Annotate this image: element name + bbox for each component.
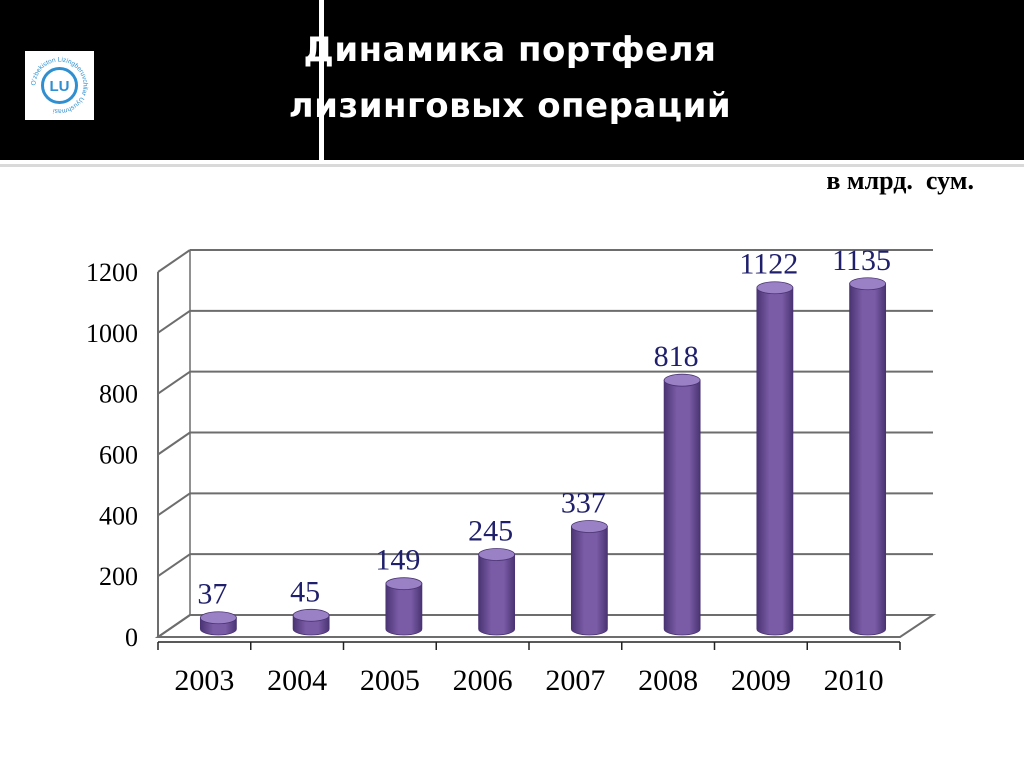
- bar: [199, 611, 237, 636]
- data-label: 149: [375, 544, 420, 577]
- y-tick-label: 800: [99, 380, 138, 409]
- x-tick-label: 2004: [267, 664, 327, 697]
- data-label: 1135: [832, 244, 891, 277]
- bar-top: [292, 608, 330, 622]
- bar-body: [570, 526, 608, 636]
- bar-body: [478, 554, 516, 636]
- bar: [478, 548, 516, 636]
- logo-letters: LU: [50, 78, 70, 95]
- bar-top: [663, 373, 701, 387]
- data-label: 45: [290, 575, 320, 608]
- bar-body: [663, 379, 701, 636]
- data-label: 337: [561, 486, 606, 519]
- x-tick-label: 2009: [731, 664, 791, 697]
- x-tick-label: 2007: [545, 664, 605, 697]
- side-gridline: [157, 310, 191, 334]
- bar-top: [756, 281, 794, 295]
- side-gridline: [157, 431, 191, 456]
- bar-body: [385, 583, 423, 636]
- bar-top: [199, 611, 237, 625]
- chart-floor: [154, 614, 937, 638]
- bar-body: [756, 287, 794, 636]
- data-label: 37: [197, 578, 227, 611]
- header-rule: [0, 164, 1024, 167]
- x-tick-label: 2010: [824, 664, 884, 697]
- y-tick-label: 600: [99, 441, 138, 470]
- y-tick-label: 1000: [86, 319, 138, 348]
- x-tick-label: 2006: [453, 664, 513, 697]
- side-gridline: [157, 553, 191, 577]
- slide-title: Динамика портфеля лизинговых операций: [230, 22, 790, 134]
- bar: [570, 520, 608, 636]
- data-label: 245: [468, 514, 513, 547]
- bar-body: [849, 283, 887, 636]
- bar: [663, 373, 701, 636]
- y-tick-label: 1200: [86, 258, 138, 287]
- bar-top: [478, 548, 516, 561]
- bar-top: [849, 277, 887, 291]
- x-tick-label: 2005: [360, 664, 420, 697]
- side-gridline: [157, 249, 191, 273]
- title-line-1: Динамика портфеля: [303, 30, 717, 70]
- bar: [385, 577, 423, 636]
- data-label: 818: [654, 340, 699, 373]
- data-label: 1122: [739, 248, 798, 281]
- slide-header: [0, 0, 1024, 160]
- y-tick-label: 0: [125, 623, 138, 652]
- unit-label: в млрд. сум.: [826, 166, 974, 195]
- y-tick-label: 200: [99, 562, 138, 591]
- bar-top: [385, 577, 423, 591]
- side-gridline: [157, 370, 191, 395]
- x-tick-label: 2008: [638, 664, 698, 697]
- y-tick-label: 400: [99, 501, 138, 530]
- association-logo: O'zbekiston Lizingberuvchilar Uyushmasi …: [25, 51, 94, 120]
- header-divider: [319, 0, 324, 160]
- title-line-2: лизинговых операций: [288, 86, 732, 126]
- side-gridline: [157, 492, 191, 517]
- bar-top: [570, 520, 608, 533]
- bar: [849, 277, 887, 636]
- bar: [756, 281, 794, 636]
- bar: [292, 608, 330, 636]
- x-tick-label: 2003: [174, 664, 234, 697]
